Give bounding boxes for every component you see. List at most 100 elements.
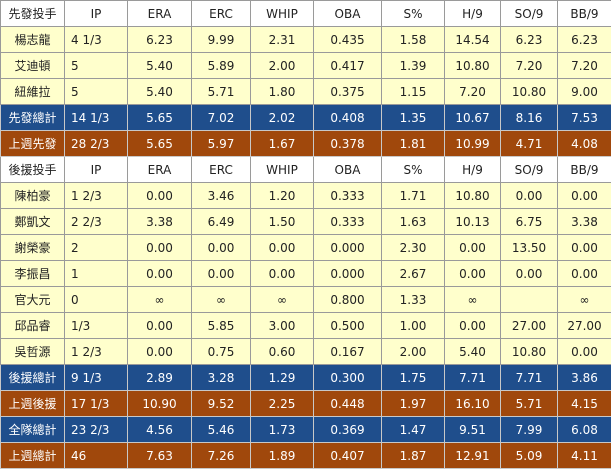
column-header-so9: SO/9	[500, 0, 558, 27]
stat-value: 0.417	[313, 52, 382, 79]
pitcher-row: 吳哲源 1 2/3 0.00 0.75 0.60 0.167 2.00 5.40 10.80 0.…	[0, 338, 611, 365]
total-value: 5.46	[191, 416, 251, 443]
stat-value: 2.00	[250, 52, 314, 79]
total-value: 14 1/3	[64, 104, 128, 131]
total-value: 4.11	[557, 442, 611, 469]
stat-value: 6.49	[191, 208, 251, 235]
total-value: 4.56	[127, 416, 192, 443]
total-label: 後援總計	[0, 364, 65, 391]
stat-value: 2.31	[250, 26, 314, 53]
total-value: 1.81	[381, 130, 445, 157]
total-value: 1.75	[381, 364, 445, 391]
total-value: 4.71	[500, 130, 558, 157]
stat-value: 1.15	[381, 78, 445, 105]
pitcher-name: 邱品睿	[0, 312, 65, 339]
stat-value: 0.00	[127, 260, 192, 287]
stat-value: 10.80	[444, 182, 501, 209]
stat-value: 9.99	[191, 26, 251, 53]
stat-value: 0.00	[557, 182, 611, 209]
column-header-bb9: BB/9	[557, 156, 611, 183]
stat-value: 10.80	[500, 338, 558, 365]
column-header-s: S%	[381, 0, 445, 27]
total-value: 23 2/3	[64, 416, 128, 443]
stat-value: 5	[64, 52, 128, 79]
total-value: 16.10	[444, 390, 501, 417]
total-value: 0.369	[313, 416, 382, 443]
stat-value: 0.00	[557, 234, 611, 261]
pitcher-name: 艾迪頓	[0, 52, 65, 79]
stat-value: 0.00	[191, 260, 251, 287]
total-value: 1.73	[250, 416, 314, 443]
stat-value: 1.00	[381, 312, 445, 339]
total-value: 5.71	[500, 390, 558, 417]
pitcher-row: 謝榮豪 2 0.00 0.00 0.00 0.000 2.30 0.00 13.50 0.00	[0, 234, 611, 261]
stat-value: ∞	[444, 286, 501, 313]
stat-value: 0.000	[313, 260, 382, 287]
stat-value: 1.39	[381, 52, 445, 79]
total-value: 7.71	[500, 364, 558, 391]
stat-value: 2.67	[381, 260, 445, 287]
column-header-whip: WHIP	[250, 156, 314, 183]
stat-value: 0.00	[557, 338, 611, 365]
stat-value: 0.60	[250, 338, 314, 365]
stat-value: 0.00	[500, 260, 558, 287]
pitcher-name: 陳柏豪	[0, 182, 65, 209]
total-value: 5.65	[127, 130, 192, 157]
stat-value: 5.40	[127, 52, 192, 79]
stat-value: ∞	[191, 286, 251, 313]
total-value: 1.67	[250, 130, 314, 157]
total-label: 上週總計	[0, 442, 65, 469]
stat-value: 0.75	[191, 338, 251, 365]
total-value: 9.51	[444, 416, 501, 443]
total-row: 後援總計 9 1/3 2.89 3.28 1.29 0.300 1.75 7.71 7.71 3.…	[0, 364, 611, 391]
stat-value: 1.50	[250, 208, 314, 235]
column-header-bb9: BB/9	[557, 0, 611, 27]
stat-value: 1.71	[381, 182, 445, 209]
stat-value: 5.40	[127, 78, 192, 105]
stat-value: 2.30	[381, 234, 445, 261]
starters-header-row: 先發投手 IP ERA ERC WHIP OBA S% H/9 SO/9 BB/9	[0, 0, 611, 27]
stat-value: 1.63	[381, 208, 445, 235]
total-value: 3.86	[557, 364, 611, 391]
stat-value: 7.20	[500, 52, 558, 79]
stat-value: ∞	[127, 286, 192, 313]
total-value: 7.63	[127, 442, 192, 469]
stat-value: 0.375	[313, 78, 382, 105]
total-value: 12.91	[444, 442, 501, 469]
stat-value: 5	[64, 78, 128, 105]
stat-value: 4 1/3	[64, 26, 128, 53]
total-value: 10.67	[444, 104, 501, 131]
pitcher-name: 紐維拉	[0, 78, 65, 105]
stat-value: 7.20	[444, 78, 501, 105]
stat-value: 1.58	[381, 26, 445, 53]
stat-value: 27.00	[557, 312, 611, 339]
total-value: 3.28	[191, 364, 251, 391]
stat-value: 0.00	[250, 260, 314, 287]
total-value: 1.97	[381, 390, 445, 417]
total-row: 全隊總計 23 2/3 4.56 5.46 1.73 0.369 1.47 9.51 7.99 6…	[0, 416, 611, 443]
total-value: 9 1/3	[64, 364, 128, 391]
column-header-era: ERA	[127, 0, 192, 27]
stat-value: 0	[64, 286, 128, 313]
stat-value: 0.333	[313, 182, 382, 209]
pitcher-row: 李振昌 1 0.00 0.00 0.00 0.000 2.67 0.00 0.00 0.00	[0, 260, 611, 287]
total-value: 17 1/3	[64, 390, 128, 417]
column-header-ip: IP	[64, 156, 128, 183]
stat-value: 5.89	[191, 52, 251, 79]
stat-value: 1.33	[381, 286, 445, 313]
column-header-so9: SO/9	[500, 156, 558, 183]
stat-value: 0.00	[500, 182, 558, 209]
stat-value: 0.00	[250, 234, 314, 261]
pitcher-name: 官大元	[0, 286, 65, 313]
total-value: 7.26	[191, 442, 251, 469]
stat-value: 0.00	[127, 338, 192, 365]
stat-value: 6.23	[127, 26, 192, 53]
total-value: 5.65	[127, 104, 192, 131]
stat-value: 6.23	[557, 26, 611, 53]
stat-value: 0.800	[313, 286, 382, 313]
total-value: 0.407	[313, 442, 382, 469]
stat-value: 10.13	[444, 208, 501, 235]
stat-value: 3.38	[557, 208, 611, 235]
pitcher-name: 楊志龍	[0, 26, 65, 53]
